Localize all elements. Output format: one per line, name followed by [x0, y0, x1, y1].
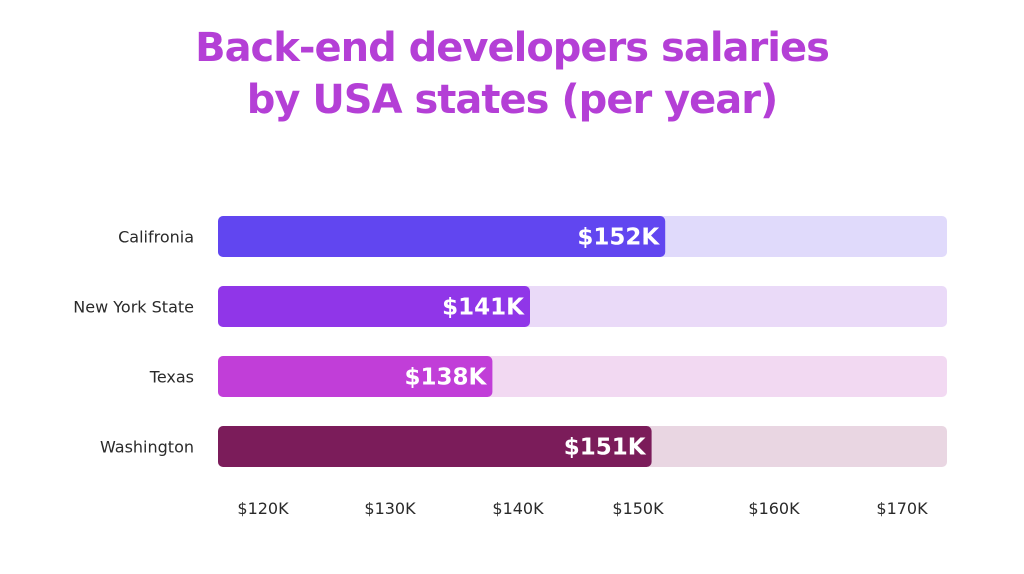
bar — [218, 216, 666, 257]
x-tick-label: $150K — [612, 499, 664, 518]
chart-title: Back-end developers salaries by USA stat… — [0, 22, 1024, 126]
x-axis-tick-labels: $120K $130K $140K $150K $160K $170K — [237, 499, 928, 518]
bar — [218, 426, 652, 467]
x-tick-label: $130K — [364, 499, 416, 518]
x-tick-label: $140K — [492, 499, 544, 518]
data-label: $152K — [577, 225, 660, 251]
x-tick-label: $170K — [876, 499, 928, 518]
category-label: New York State — [73, 298, 194, 317]
data-label: $141K — [442, 295, 525, 321]
data-label: $138K — [405, 365, 488, 391]
chart-title-line-2: by USA states (per year) — [246, 77, 779, 123]
category-label: Washington — [100, 438, 194, 457]
bar — [218, 286, 530, 327]
chart-title-line-1: Back-end developers salaries — [195, 25, 830, 71]
data-label: $151K — [564, 435, 647, 461]
x-tick-label: $160K — [748, 499, 800, 518]
bars — [218, 216, 666, 467]
data-labels: $152K $141K $138K $151K — [405, 225, 661, 461]
category-label: Califronia — [118, 228, 194, 247]
bar — [218, 356, 493, 397]
category-labels: Califronia New York State Texas Washington — [73, 228, 194, 457]
x-tick-label: $120K — [237, 499, 289, 518]
category-label: Texas — [149, 368, 194, 387]
